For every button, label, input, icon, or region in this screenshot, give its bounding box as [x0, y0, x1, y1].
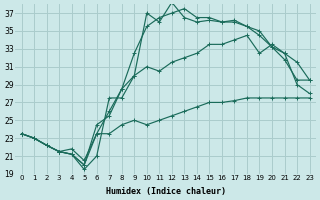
- X-axis label: Humidex (Indice chaleur): Humidex (Indice chaleur): [106, 187, 226, 196]
